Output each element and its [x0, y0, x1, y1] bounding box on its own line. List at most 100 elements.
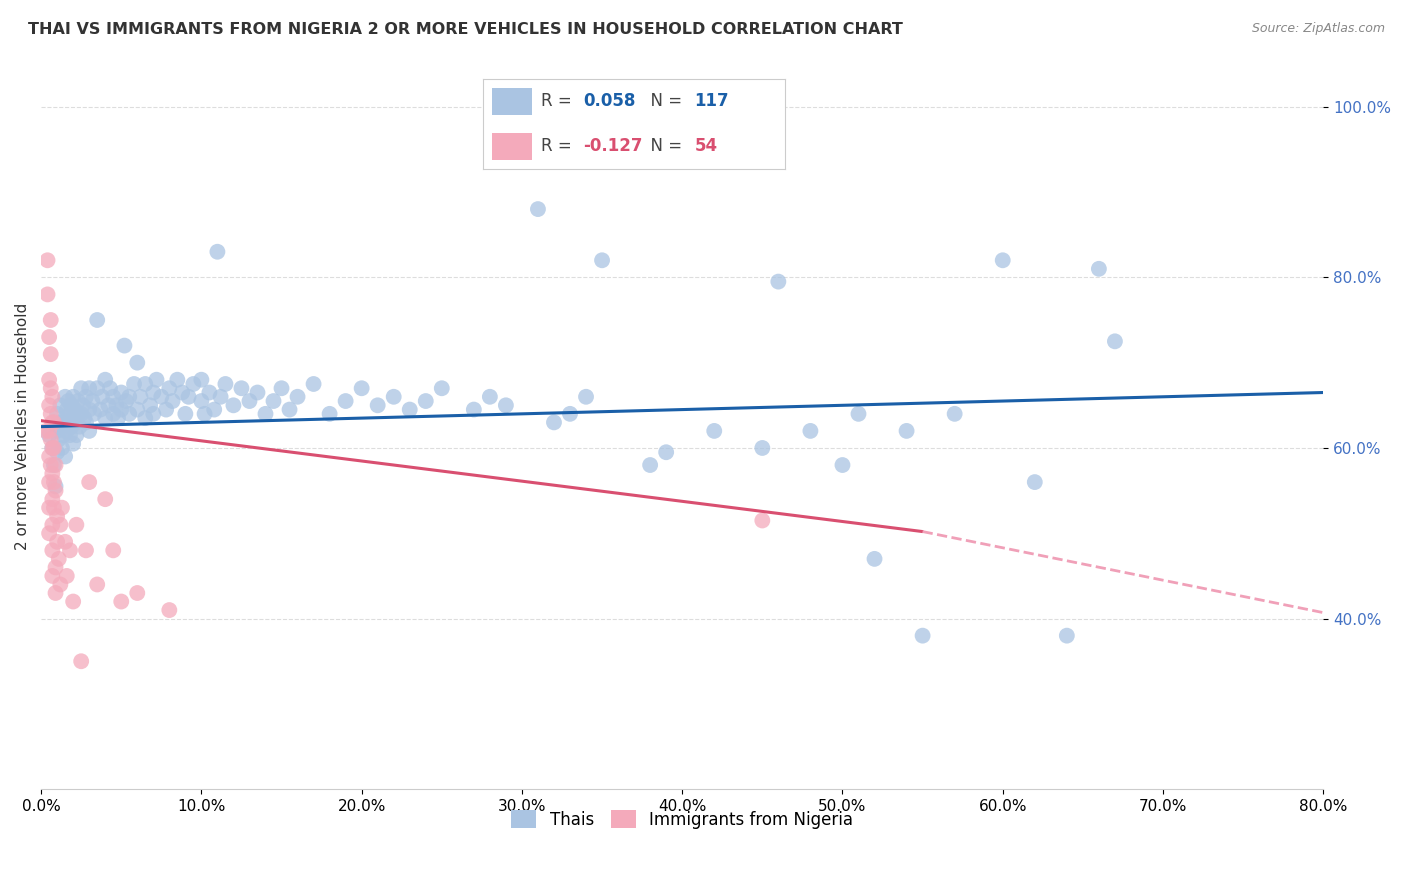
Point — [66, 407, 89, 421]
Point — [98, 381, 121, 395]
Point — [703, 424, 725, 438]
Point — [39, 381, 62, 395]
Point — [1104, 334, 1126, 349]
Point — [44, 458, 66, 472]
Point — [44, 483, 66, 498]
Text: THAI VS IMMIGRANTS FROM NIGERIA 2 OR MORE VEHICLES IN HOUSEHOLD CORRELATION CHAR: THAI VS IMMIGRANTS FROM NIGERIA 2 OR MOR… — [28, 22, 903, 37]
Point — [75, 543, 97, 558]
Point — [37, 253, 59, 268]
Text: Source: ZipAtlas.com: Source: ZipAtlas.com — [1251, 22, 1385, 36]
Point — [69, 419, 91, 434]
Point — [1056, 629, 1078, 643]
Point — [134, 376, 156, 391]
Point — [94, 492, 117, 507]
Point — [110, 402, 132, 417]
Point — [72, 398, 94, 412]
Point — [46, 445, 69, 459]
Point — [70, 381, 93, 395]
Point — [42, 475, 65, 489]
Point — [911, 629, 934, 643]
Point — [41, 517, 63, 532]
Point — [62, 390, 84, 404]
Point — [114, 338, 136, 352]
Point — [335, 394, 357, 409]
Point — [768, 275, 790, 289]
Point — [58, 394, 80, 409]
Point — [238, 394, 260, 409]
Point — [63, 402, 86, 417]
Point — [751, 514, 773, 528]
Point — [943, 407, 966, 421]
Point — [263, 394, 285, 409]
Point — [190, 373, 212, 387]
Point — [46, 509, 69, 524]
Point — [65, 416, 87, 430]
Point — [527, 202, 550, 216]
Point — [94, 411, 117, 425]
Point — [60, 419, 83, 434]
Point — [55, 402, 77, 417]
Point — [105, 398, 128, 412]
Point — [75, 390, 97, 404]
Point — [51, 416, 73, 430]
Point — [122, 376, 145, 391]
Point — [896, 424, 918, 438]
Point — [110, 594, 132, 608]
Point — [94, 373, 117, 387]
Point — [35, 424, 58, 438]
Point — [190, 394, 212, 409]
Point — [41, 543, 63, 558]
Point — [62, 436, 84, 450]
Point — [41, 467, 63, 481]
Point — [70, 654, 93, 668]
Point — [209, 390, 232, 404]
Point — [39, 433, 62, 447]
Point — [270, 381, 292, 395]
Point — [287, 390, 309, 404]
Point — [38, 500, 60, 515]
Point — [42, 416, 65, 430]
Point — [103, 407, 125, 421]
Point — [118, 407, 141, 421]
Point — [53, 411, 76, 425]
Point — [77, 381, 100, 395]
Point — [134, 411, 156, 425]
Point — [38, 330, 60, 344]
Point — [254, 407, 277, 421]
Point — [558, 407, 581, 421]
Point — [202, 402, 225, 417]
Point — [118, 390, 141, 404]
Point — [150, 390, 173, 404]
Point — [58, 416, 80, 430]
Point — [382, 390, 405, 404]
Point — [86, 577, 108, 591]
Point — [66, 394, 89, 409]
Point — [39, 347, 62, 361]
Y-axis label: 2 or more Vehicles in Household: 2 or more Vehicles in Household — [15, 303, 30, 550]
Point — [991, 253, 1014, 268]
Point — [39, 407, 62, 421]
Point — [38, 475, 60, 489]
Point — [575, 390, 598, 404]
Point — [41, 416, 63, 430]
Point — [318, 407, 340, 421]
Point — [103, 390, 125, 404]
Point — [44, 586, 66, 600]
Point — [735, 134, 758, 148]
Point — [38, 373, 60, 387]
Point — [207, 244, 229, 259]
Point — [86, 381, 108, 395]
Point — [41, 492, 63, 507]
Point — [86, 313, 108, 327]
Point — [214, 376, 236, 391]
Point — [367, 398, 389, 412]
Point — [82, 394, 104, 409]
Point — [129, 390, 152, 404]
Point — [142, 407, 165, 421]
Point — [38, 428, 60, 442]
Point — [62, 411, 84, 425]
Point — [127, 356, 149, 370]
Point — [478, 390, 501, 404]
Point — [49, 419, 72, 434]
Point — [65, 517, 87, 532]
